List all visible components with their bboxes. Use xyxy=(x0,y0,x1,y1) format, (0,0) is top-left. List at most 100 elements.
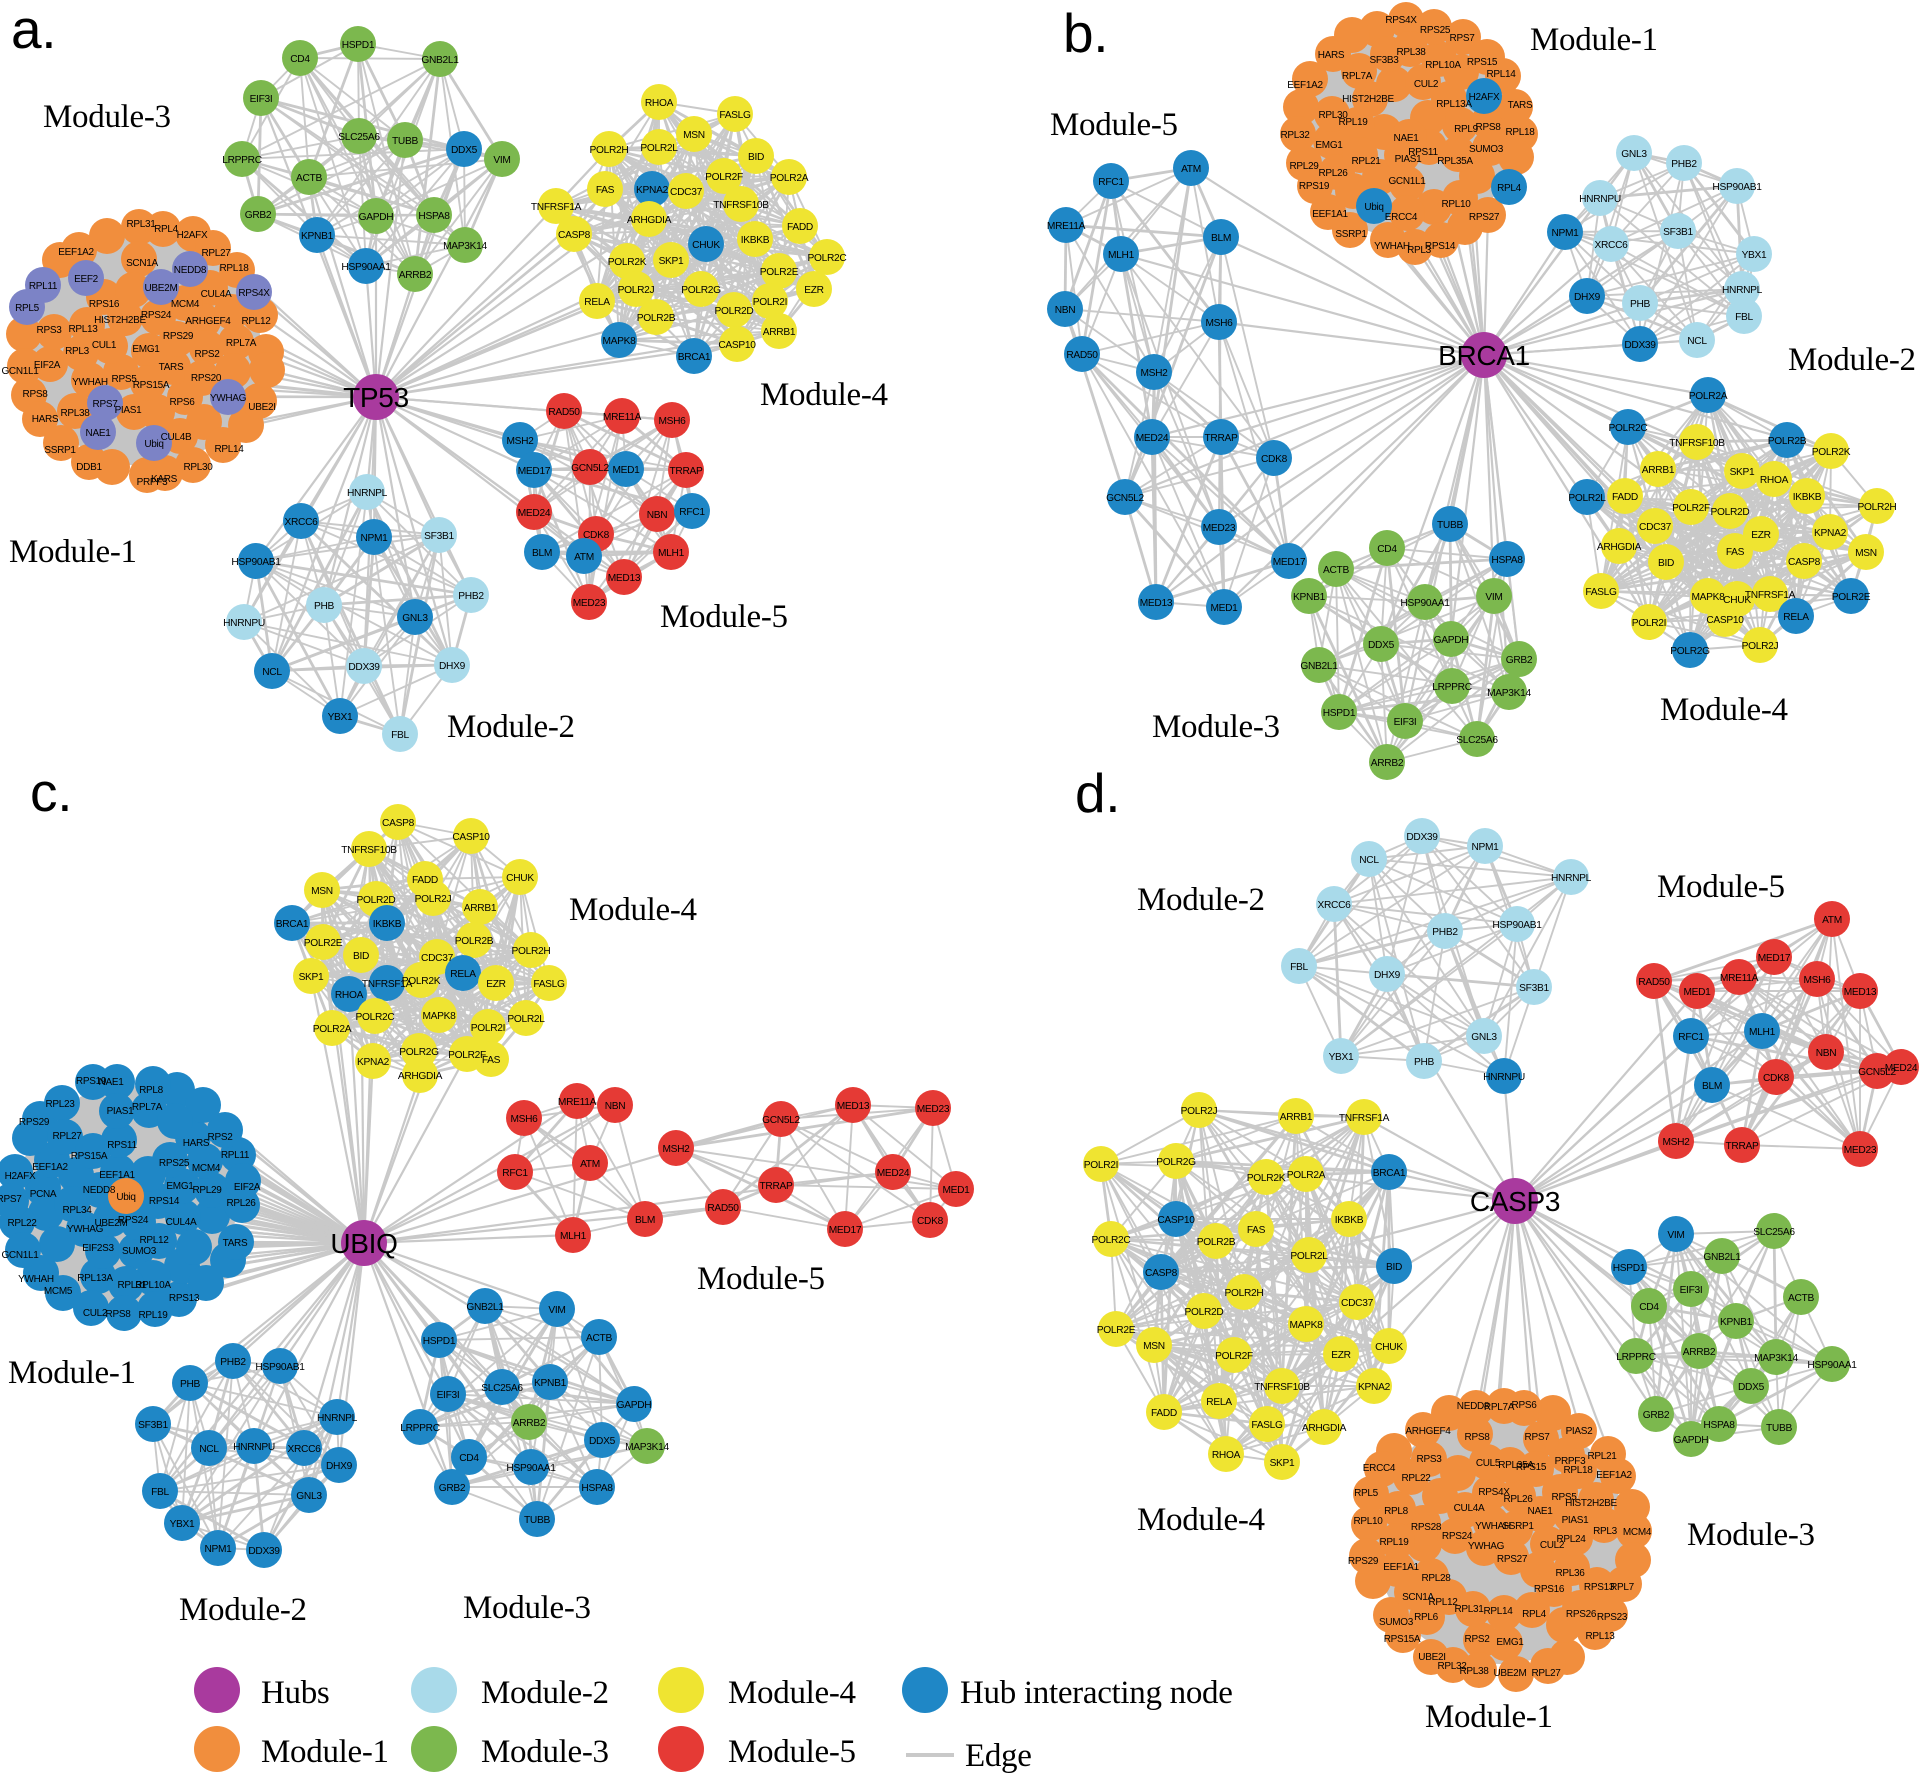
svg-text:MED23: MED23 xyxy=(573,598,606,609)
svg-text:RPL6: RPL6 xyxy=(1414,1612,1439,1623)
svg-text:VIM: VIM xyxy=(493,155,510,166)
svg-text:RPL7A: RPL7A xyxy=(132,1102,163,1113)
svg-text:CDK8: CDK8 xyxy=(1261,454,1288,465)
svg-text:CHUK: CHUK xyxy=(506,873,534,884)
svg-text:RPL19: RPL19 xyxy=(138,1310,168,1321)
svg-text:EEF1A2: EEF1A2 xyxy=(58,247,94,258)
svg-text:MED1: MED1 xyxy=(942,1185,970,1196)
svg-text:BID: BID xyxy=(1658,558,1674,569)
svg-text:XRCC6: XRCC6 xyxy=(1317,900,1351,911)
svg-text:Module-3: Module-3 xyxy=(463,1590,591,1626)
svg-text:YWHAH: YWHAH xyxy=(72,377,108,388)
svg-text:NAE1: NAE1 xyxy=(86,428,112,439)
svg-text:VIM: VIM xyxy=(1485,592,1502,603)
svg-text:HSP90AA1: HSP90AA1 xyxy=(341,262,391,273)
svg-text:RPS3: RPS3 xyxy=(1417,1454,1443,1465)
svg-text:EMG1: EMG1 xyxy=(166,1181,194,1192)
svg-text:MED1: MED1 xyxy=(1683,987,1711,998)
svg-text:RPL3: RPL3 xyxy=(1407,245,1432,256)
svg-text:VIM: VIM xyxy=(1667,1230,1684,1241)
svg-text:SKP1: SKP1 xyxy=(1270,1458,1295,1469)
svg-text:NEDD8: NEDD8 xyxy=(174,265,207,276)
svg-text:KPNB1: KPNB1 xyxy=(534,1378,567,1389)
svg-text:RPL24: RPL24 xyxy=(1556,1534,1586,1545)
svg-text:RAD50: RAD50 xyxy=(1066,350,1098,361)
svg-text:HARS: HARS xyxy=(183,1138,210,1149)
svg-text:CDK8: CDK8 xyxy=(583,530,610,541)
svg-text:CASP8: CASP8 xyxy=(1145,1268,1178,1279)
svg-text:CDC37: CDC37 xyxy=(670,187,703,198)
svg-text:HNRNPL: HNRNPL xyxy=(1722,285,1763,296)
svg-text:Module-3: Module-3 xyxy=(481,1734,609,1770)
svg-text:RPS25: RPS25 xyxy=(159,1158,190,1169)
svg-text:KARS: KARS xyxy=(151,474,178,485)
svg-text:MAP3K14: MAP3K14 xyxy=(1754,1353,1798,1364)
svg-text:FASLG: FASLG xyxy=(719,110,751,121)
svg-text:ERCC4: ERCC4 xyxy=(1385,212,1418,223)
svg-text:RPL3: RPL3 xyxy=(1593,1526,1618,1537)
svg-text:EEF2: EEF2 xyxy=(74,274,99,285)
svg-text:EIF3I: EIF3I xyxy=(437,1390,460,1401)
svg-text:RHOA: RHOA xyxy=(1760,475,1789,486)
svg-text:CD4: CD4 xyxy=(459,1453,479,1464)
svg-text:CD4: CD4 xyxy=(1639,1302,1659,1313)
svg-text:NBN: NBN xyxy=(1816,1048,1837,1059)
svg-text:RPS6: RPS6 xyxy=(1512,1400,1538,1411)
svg-text:TUBB: TUBB xyxy=(524,1515,550,1526)
svg-text:RPS23: RPS23 xyxy=(1597,1612,1628,1623)
svg-text:POLR2E: POLR2E xyxy=(1832,592,1871,603)
svg-text:NBN: NBN xyxy=(1055,305,1076,316)
svg-text:HSPD1: HSPD1 xyxy=(1613,1263,1646,1274)
svg-text:NEDD8: NEDD8 xyxy=(83,1185,116,1196)
svg-text:CD4: CD4 xyxy=(290,54,310,65)
svg-text:HSP90AB1: HSP90AB1 xyxy=(231,557,281,568)
svg-text:POLR2I: POLR2I xyxy=(1084,1160,1118,1171)
svg-text:MED24: MED24 xyxy=(518,508,551,519)
svg-text:MAP3K14: MAP3K14 xyxy=(443,241,487,252)
svg-text:PHB: PHB xyxy=(314,601,335,612)
svg-text:RAD50: RAD50 xyxy=(1638,977,1670,988)
svg-text:IKBKB: IKBKB xyxy=(373,919,402,930)
svg-text:Module-2: Module-2 xyxy=(1788,342,1916,378)
svg-text:POLR2F: POLR2F xyxy=(448,1050,486,1061)
svg-text:NPM1: NPM1 xyxy=(360,533,388,544)
svg-text:Hubs: Hubs xyxy=(261,1675,329,1711)
svg-text:EIF2A: EIF2A xyxy=(234,1182,261,1193)
svg-text:SKP1: SKP1 xyxy=(299,972,324,983)
svg-text:EZR: EZR xyxy=(1751,530,1770,541)
svg-text:MED24: MED24 xyxy=(1885,1063,1918,1074)
svg-text:RPL12: RPL12 xyxy=(139,1235,169,1246)
svg-text:BID: BID xyxy=(748,152,764,163)
svg-text:CUL4A: CUL4A xyxy=(1454,1503,1485,1514)
svg-text:CDC37: CDC37 xyxy=(421,953,454,964)
svg-text:RPL32: RPL32 xyxy=(1437,1661,1467,1672)
svg-text:XRCC6: XRCC6 xyxy=(287,1444,321,1455)
svg-text:EIF3I: EIF3I xyxy=(250,94,273,105)
svg-text:SUMO3: SUMO3 xyxy=(1469,144,1504,155)
svg-text:RPS25: RPS25 xyxy=(1420,25,1451,36)
svg-text:YBX1: YBX1 xyxy=(1742,250,1767,261)
svg-text:RPL36: RPL36 xyxy=(1555,1568,1585,1579)
svg-text:HNRNPL: HNRNPL xyxy=(1551,873,1592,884)
svg-text:GCN5L2: GCN5L2 xyxy=(1858,1067,1896,1078)
svg-text:MAP3K14: MAP3K14 xyxy=(625,1442,669,1453)
svg-text:LRPPRC: LRPPRC xyxy=(222,155,262,166)
svg-text:H2AFX: H2AFX xyxy=(177,230,208,241)
svg-text:MSH6: MSH6 xyxy=(658,416,686,427)
svg-text:EIF3I: EIF3I xyxy=(1680,1285,1703,1296)
svg-text:BRCA1: BRCA1 xyxy=(1373,1168,1406,1179)
svg-text:FBL: FBL xyxy=(151,1487,169,1498)
svg-text:RPS15: RPS15 xyxy=(1467,57,1498,68)
svg-text:CDK8: CDK8 xyxy=(917,1216,944,1227)
svg-text:MSN: MSN xyxy=(311,886,333,897)
svg-text:VIM: VIM xyxy=(548,1305,565,1316)
svg-text:RPL19: RPL19 xyxy=(1379,1537,1409,1548)
svg-text:HNRNPL: HNRNPL xyxy=(317,1413,358,1424)
svg-text:POLR2K: POLR2K xyxy=(402,976,441,987)
svg-text:TRRAP: TRRAP xyxy=(1204,433,1238,444)
svg-text:KPNB1: KPNB1 xyxy=(301,231,334,242)
svg-text:KPNA2: KPNA2 xyxy=(1358,1382,1391,1393)
svg-text:RELA: RELA xyxy=(1783,612,1809,623)
svg-text:NAE1: NAE1 xyxy=(1528,1506,1554,1517)
svg-text:TRRAP: TRRAP xyxy=(1725,1141,1759,1152)
